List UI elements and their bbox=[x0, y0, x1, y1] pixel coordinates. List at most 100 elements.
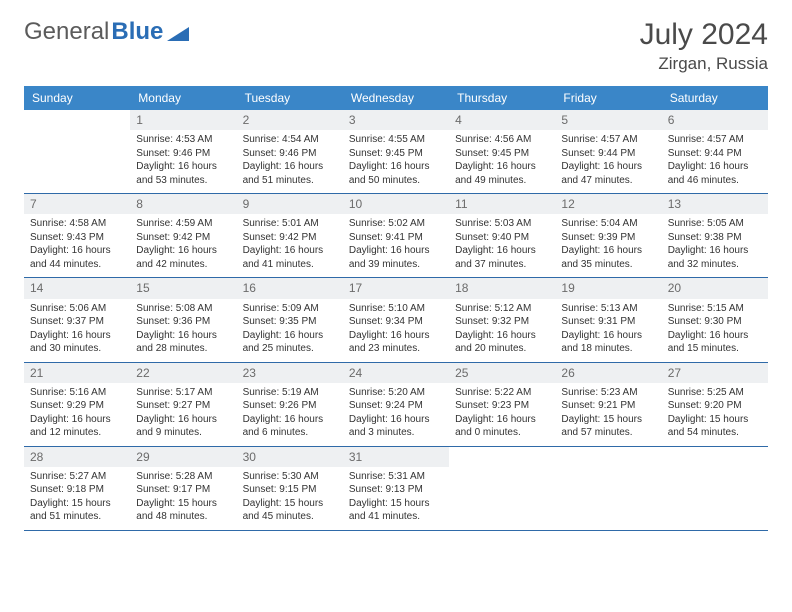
day-number: 15 bbox=[130, 278, 236, 298]
title-block: July 2024 Zirgan, Russia bbox=[640, 18, 768, 74]
sunrise-text: Sunrise: 5:15 AM bbox=[668, 302, 762, 316]
sunset-text: Sunset: 9:26 PM bbox=[243, 399, 337, 413]
day-cell: 14Sunrise: 5:06 AMSunset: 9:37 PMDayligh… bbox=[24, 278, 130, 361]
day-number: 5 bbox=[555, 110, 661, 130]
daylight-text: Daylight: 15 hours and 57 minutes. bbox=[561, 413, 655, 440]
day-cell: 29Sunrise: 5:28 AMSunset: 9:17 PMDayligh… bbox=[130, 447, 236, 530]
day-number: 7 bbox=[24, 194, 130, 214]
day-cell: 4Sunrise: 4:56 AMSunset: 9:45 PMDaylight… bbox=[449, 110, 555, 193]
sunrise-text: Sunrise: 5:09 AM bbox=[243, 302, 337, 316]
daylight-text: Daylight: 16 hours and 42 minutes. bbox=[136, 244, 230, 271]
sunset-text: Sunset: 9:15 PM bbox=[243, 483, 337, 497]
sunset-text: Sunset: 9:37 PM bbox=[30, 315, 124, 329]
day-header: Monday bbox=[130, 86, 236, 110]
day-cell: 13Sunrise: 5:05 AMSunset: 9:38 PMDayligh… bbox=[662, 194, 768, 277]
day-cell: 25Sunrise: 5:22 AMSunset: 9:23 PMDayligh… bbox=[449, 363, 555, 446]
sunrise-text: Sunrise: 4:57 AM bbox=[561, 133, 655, 147]
daylight-text: Daylight: 16 hours and 9 minutes. bbox=[136, 413, 230, 440]
day-cell: 28Sunrise: 5:27 AMSunset: 9:18 PMDayligh… bbox=[24, 447, 130, 530]
sunrise-text: Sunrise: 5:22 AM bbox=[455, 386, 549, 400]
daylight-text: Daylight: 16 hours and 28 minutes. bbox=[136, 329, 230, 356]
day-number: 25 bbox=[449, 363, 555, 383]
daylight-text: Daylight: 16 hours and 49 minutes. bbox=[455, 160, 549, 187]
sunset-text: Sunset: 9:18 PM bbox=[30, 483, 124, 497]
sunrise-text: Sunrise: 5:19 AM bbox=[243, 386, 337, 400]
sunrise-text: Sunrise: 5:04 AM bbox=[561, 217, 655, 231]
day-cell: 8Sunrise: 4:59 AMSunset: 9:42 PMDaylight… bbox=[130, 194, 236, 277]
logo-triangle-icon bbox=[167, 23, 189, 41]
sunset-text: Sunset: 9:46 PM bbox=[136, 147, 230, 161]
day-number: 22 bbox=[130, 363, 236, 383]
day-number: 14 bbox=[24, 278, 130, 298]
day-number: 18 bbox=[449, 278, 555, 298]
daylight-text: Daylight: 16 hours and 6 minutes. bbox=[243, 413, 337, 440]
sunrise-text: Sunrise: 4:58 AM bbox=[30, 217, 124, 231]
sunrise-text: Sunrise: 4:57 AM bbox=[668, 133, 762, 147]
sunrise-text: Sunrise: 5:20 AM bbox=[349, 386, 443, 400]
day-header: Friday bbox=[555, 86, 661, 110]
calendar: SundayMondayTuesdayWednesdayThursdayFrid… bbox=[24, 86, 768, 531]
sunset-text: Sunset: 9:34 PM bbox=[349, 315, 443, 329]
week-row: 7Sunrise: 4:58 AMSunset: 9:43 PMDaylight… bbox=[24, 194, 768, 278]
day-cell: 2Sunrise: 4:54 AMSunset: 9:46 PMDaylight… bbox=[237, 110, 343, 193]
sunrise-text: Sunrise: 5:31 AM bbox=[349, 470, 443, 484]
day-cell bbox=[24, 110, 130, 193]
sunrise-text: Sunrise: 5:23 AM bbox=[561, 386, 655, 400]
sunrise-text: Sunrise: 4:54 AM bbox=[243, 133, 337, 147]
sunrise-text: Sunrise: 4:53 AM bbox=[136, 133, 230, 147]
week-row: 1Sunrise: 4:53 AMSunset: 9:46 PMDaylight… bbox=[24, 110, 768, 194]
sunset-text: Sunset: 9:20 PM bbox=[668, 399, 762, 413]
sunset-text: Sunset: 9:13 PM bbox=[349, 483, 443, 497]
daylight-text: Daylight: 16 hours and 37 minutes. bbox=[455, 244, 549, 271]
sunrise-text: Sunrise: 5:30 AM bbox=[243, 470, 337, 484]
day-number: 28 bbox=[24, 447, 130, 467]
sunset-text: Sunset: 9:24 PM bbox=[349, 399, 443, 413]
sunset-text: Sunset: 9:42 PM bbox=[243, 231, 337, 245]
sunset-text: Sunset: 9:40 PM bbox=[455, 231, 549, 245]
day-number: 13 bbox=[662, 194, 768, 214]
sunrise-text: Sunrise: 5:08 AM bbox=[136, 302, 230, 316]
day-number: 3 bbox=[343, 110, 449, 130]
sunrise-text: Sunrise: 5:01 AM bbox=[243, 217, 337, 231]
sunset-text: Sunset: 9:17 PM bbox=[136, 483, 230, 497]
sunset-text: Sunset: 9:36 PM bbox=[136, 315, 230, 329]
brand-logo: GeneralBlue bbox=[24, 18, 189, 46]
sunrise-text: Sunrise: 5:27 AM bbox=[30, 470, 124, 484]
day-number: 6 bbox=[662, 110, 768, 130]
day-cell bbox=[662, 447, 768, 530]
day-cell: 27 Sunrise: 5:25 AMSunset: 9:20 PMDayligh… bbox=[662, 363, 768, 446]
month-title: July 2024 bbox=[640, 18, 768, 52]
sunset-text: Sunset: 9:42 PM bbox=[136, 231, 230, 245]
day-number: 17 bbox=[343, 278, 449, 298]
daylight-text: Daylight: 16 hours and 3 minutes. bbox=[349, 413, 443, 440]
sunset-text: Sunset: 9:45 PM bbox=[349, 147, 443, 161]
day-cell: 30Sunrise: 5:30 AMSunset: 9:15 PMDayligh… bbox=[237, 447, 343, 530]
day-number: 24 bbox=[343, 363, 449, 383]
sunset-text: Sunset: 9:27 PM bbox=[136, 399, 230, 413]
header-bar: GeneralBlue July 2024 Zirgan, Russia bbox=[24, 18, 768, 74]
sunset-text: Sunset: 9:39 PM bbox=[561, 231, 655, 245]
sunset-text: Sunset: 9:23 PM bbox=[455, 399, 549, 413]
daylight-text: Daylight: 16 hours and 20 minutes. bbox=[455, 329, 549, 356]
day-cell: 23 Sunrise: 5:19 AMSunset: 9:26 PMDayligh… bbox=[237, 363, 343, 446]
sunrise-text: Sunrise: 5:25 AM bbox=[668, 386, 762, 400]
daylight-text: Daylight: 15 hours and 41 minutes. bbox=[349, 497, 443, 524]
day-number: 19 bbox=[555, 278, 661, 298]
day-number: 16 bbox=[237, 278, 343, 298]
day-cell: 6Sunrise: 4:57 AMSunset: 9:44 PMDaylight… bbox=[662, 110, 768, 193]
day-number: 27 bbox=[662, 363, 768, 383]
sunset-text: Sunset: 9:45 PM bbox=[455, 147, 549, 161]
day-header: Tuesday bbox=[237, 86, 343, 110]
sunset-text: Sunset: 9:29 PM bbox=[30, 399, 124, 413]
daylight-text: Daylight: 15 hours and 54 minutes. bbox=[668, 413, 762, 440]
week-row: 21Sunrise: 5:16 AMSunset: 9:29 PMDayligh… bbox=[24, 363, 768, 447]
day-cell bbox=[449, 447, 555, 530]
day-cell: 3Sunrise: 4:55 AMSunset: 9:45 PMDaylight… bbox=[343, 110, 449, 193]
daylight-text: Daylight: 16 hours and 53 minutes. bbox=[136, 160, 230, 187]
daylight-text: Daylight: 16 hours and 23 minutes. bbox=[349, 329, 443, 356]
day-number: 23 bbox=[237, 363, 343, 383]
day-number: 1 bbox=[130, 110, 236, 130]
daylight-text: Daylight: 16 hours and 39 minutes. bbox=[349, 244, 443, 271]
sunrise-text: Sunrise: 5:12 AM bbox=[455, 302, 549, 316]
day-number: 20 bbox=[662, 278, 768, 298]
